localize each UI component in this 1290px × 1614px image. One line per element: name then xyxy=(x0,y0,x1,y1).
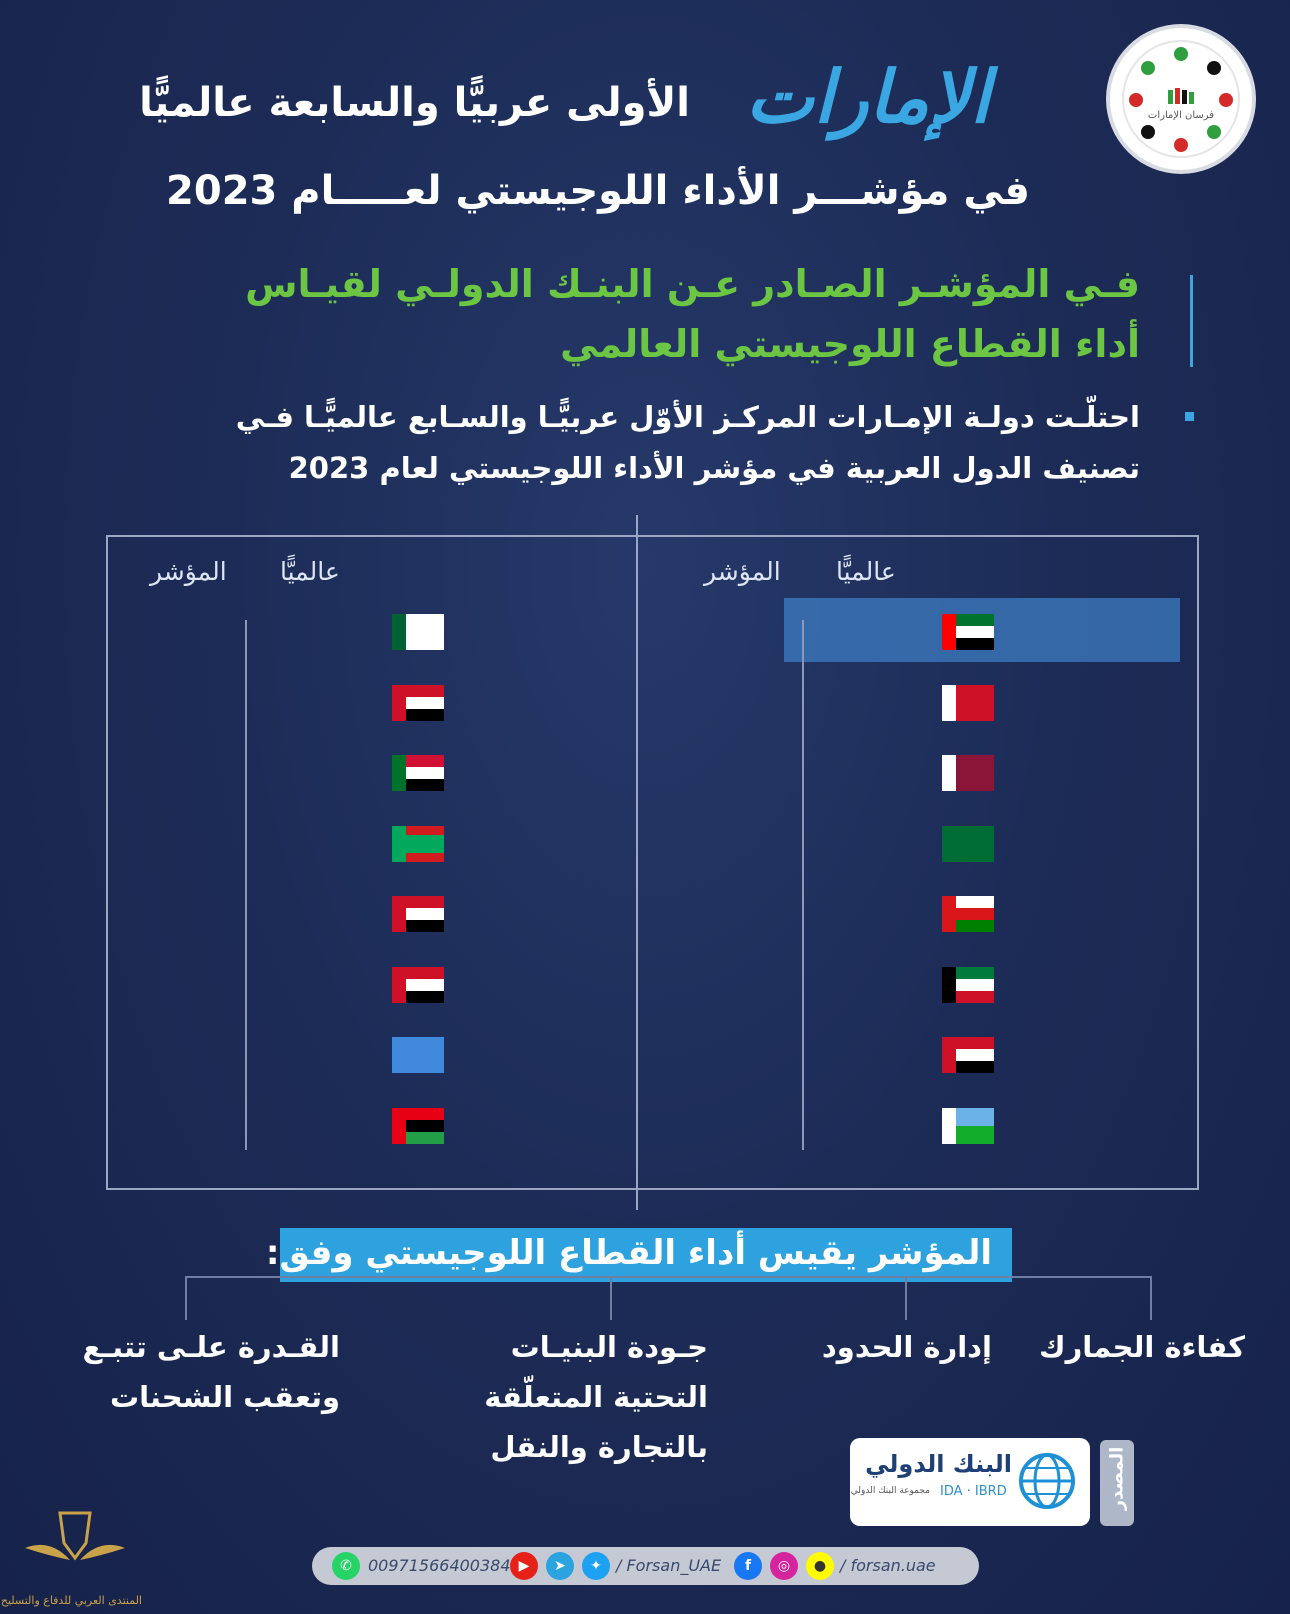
flag-hoist xyxy=(942,755,956,791)
criterion-line: بالتجارة والنقل xyxy=(490,1430,708,1464)
criteria-title: المؤشر يقيس أداء القطاع اللوجيستي وفق: xyxy=(265,1233,992,1273)
source-label: المصدر xyxy=(1100,1440,1134,1526)
left-score-line xyxy=(245,620,247,1150)
flag-hoist xyxy=(942,1107,956,1144)
paragraph-line1: احتلّـت دولـة الإمـارات المركـز الأوّل ع… xyxy=(235,400,1140,434)
wb-group: مجموعة البنك الدولي xyxy=(850,1486,930,1496)
flag-icon xyxy=(942,896,994,932)
title-rest: الأولى عربيًّا والسابعة عالميًّا xyxy=(139,80,690,126)
flag-hoist xyxy=(392,1107,406,1144)
criterion-line: إدارة الحدود xyxy=(821,1330,992,1364)
title-line2: في مؤشـــر الأداء اللوجيستي لعـــــام 20… xyxy=(166,168,1030,214)
flag-icon xyxy=(392,1037,444,1073)
ranking-table xyxy=(106,535,1199,1190)
header-score-right: المؤشر xyxy=(704,557,781,586)
criterion-customs: كفاءة الجمارك xyxy=(1039,1322,1245,1372)
flag-hoist xyxy=(942,1037,956,1073)
flag-icon xyxy=(392,1107,444,1144)
flag-icon xyxy=(942,614,994,650)
flag-icon xyxy=(392,684,444,721)
flag-icon xyxy=(942,755,994,791)
flag-hoist xyxy=(942,966,956,1003)
footer-handle1: / Forsan_UAE xyxy=(616,1556,722,1575)
header-rank-right: عالميًّا xyxy=(836,557,896,586)
subtitle-line1: فـي المؤشـر الصـادر عـن البنـك الدولـي ل… xyxy=(245,262,1140,306)
paragraph-line2: تصنيف الدول العربية في مؤشر الأداء اللوج… xyxy=(288,451,1140,485)
wb-sub: IDA · IBRD xyxy=(940,1484,1007,1499)
criteria-tick xyxy=(1150,1276,1152,1320)
flag-hoist xyxy=(942,684,956,721)
flag-icon xyxy=(942,1107,994,1144)
world-bank-logo: البنك الدولي IDA · IBRD مجموعة البنك الد… xyxy=(850,1438,1090,1526)
globe-icon xyxy=(1019,1453,1075,1509)
bullet-icon xyxy=(1185,412,1194,421)
criterion-borders: إدارة الحدود xyxy=(822,1322,992,1372)
criterion-line: وتعقب الشحنات xyxy=(109,1380,340,1414)
right-score-line xyxy=(802,620,804,1150)
instagram-icon[interactable]: ◎ xyxy=(770,1552,798,1580)
criterion-line: جـودة البنيـات xyxy=(510,1330,708,1364)
flag-hoist xyxy=(392,896,406,932)
facebook-icon[interactable]: f xyxy=(734,1552,762,1580)
criterion-tracking: القـدرة علـى تتبـع وتعقب الشحنات xyxy=(82,1322,340,1422)
flag-hoist xyxy=(392,1037,406,1073)
header-score-left: المؤشر xyxy=(150,557,227,586)
criteria-connector xyxy=(185,1276,1150,1278)
header-rank-left: عالميًّا xyxy=(280,557,340,586)
whatsapp-icon[interactable]: ✆ xyxy=(332,1552,360,1580)
flag-hoist xyxy=(392,755,406,791)
watermark-emblem xyxy=(20,1508,130,1578)
title-highlight: الإمارات xyxy=(745,55,990,139)
eagle-shield-icon xyxy=(25,1511,125,1561)
telegram-icon[interactable]: ➤ xyxy=(546,1552,574,1580)
twitter-icon[interactable]: ✦ xyxy=(582,1552,610,1580)
flag-icon xyxy=(392,896,444,932)
flag-icon xyxy=(392,614,444,650)
flag-hoist xyxy=(392,825,406,862)
flag-icon xyxy=(392,755,444,791)
criterion-line: التحتية المتعلّقة xyxy=(484,1380,708,1414)
criterion-line: القـدرة علـى تتبـع xyxy=(82,1330,340,1364)
flag-hoist xyxy=(942,896,956,932)
wb-name: البنك الدولي xyxy=(865,1450,1012,1478)
criteria-tick xyxy=(610,1276,612,1320)
criteria-banner xyxy=(280,1228,1012,1282)
logo-text: فرسان الإمارات xyxy=(1147,110,1215,121)
flag-hoist xyxy=(392,966,406,1003)
flag-icon xyxy=(392,966,444,1003)
youtube-icon[interactable]: ▶ xyxy=(510,1552,538,1580)
subtitle-bar xyxy=(1190,275,1193,367)
snapchat-icon[interactable]: ● xyxy=(806,1552,834,1580)
org-logo: فرسان الإمارات xyxy=(1110,28,1252,170)
flag-icon xyxy=(942,966,994,1003)
flag-hoist xyxy=(392,614,406,650)
flag-icon xyxy=(392,825,444,862)
flag-hoist xyxy=(942,825,956,862)
source-label-text: المصدر xyxy=(1106,1446,1128,1511)
watermark-text: المنتدى العربي للدفاع والتسليح xyxy=(0,1594,142,1607)
social-footer: ✆ 00971566400384 ▶ ➤ ✦ / Forsan_UAE f ◎ … xyxy=(312,1547,979,1585)
criterion-line: كفاءة الجمارك xyxy=(1038,1330,1245,1364)
people-circle-icon xyxy=(1122,40,1240,158)
criteria-tick xyxy=(905,1276,907,1320)
footer-handle2: / forsan.uae xyxy=(840,1556,936,1575)
criteria-tick xyxy=(185,1276,187,1320)
footer-phone: 00971566400384 xyxy=(368,1556,511,1575)
criterion-infrastructure: جـودة البنيـات التحتية المتعلّقة بالتجار… xyxy=(484,1322,708,1472)
table-divider xyxy=(636,515,638,1210)
subtitle-line2: أداء القطاع اللوجيستي العالمي xyxy=(560,322,1140,366)
flag-icon xyxy=(942,825,994,862)
flag-icon xyxy=(942,684,994,721)
flag-icon xyxy=(942,1037,994,1073)
flag-hoist xyxy=(392,684,406,721)
flag-hoist xyxy=(942,614,956,650)
